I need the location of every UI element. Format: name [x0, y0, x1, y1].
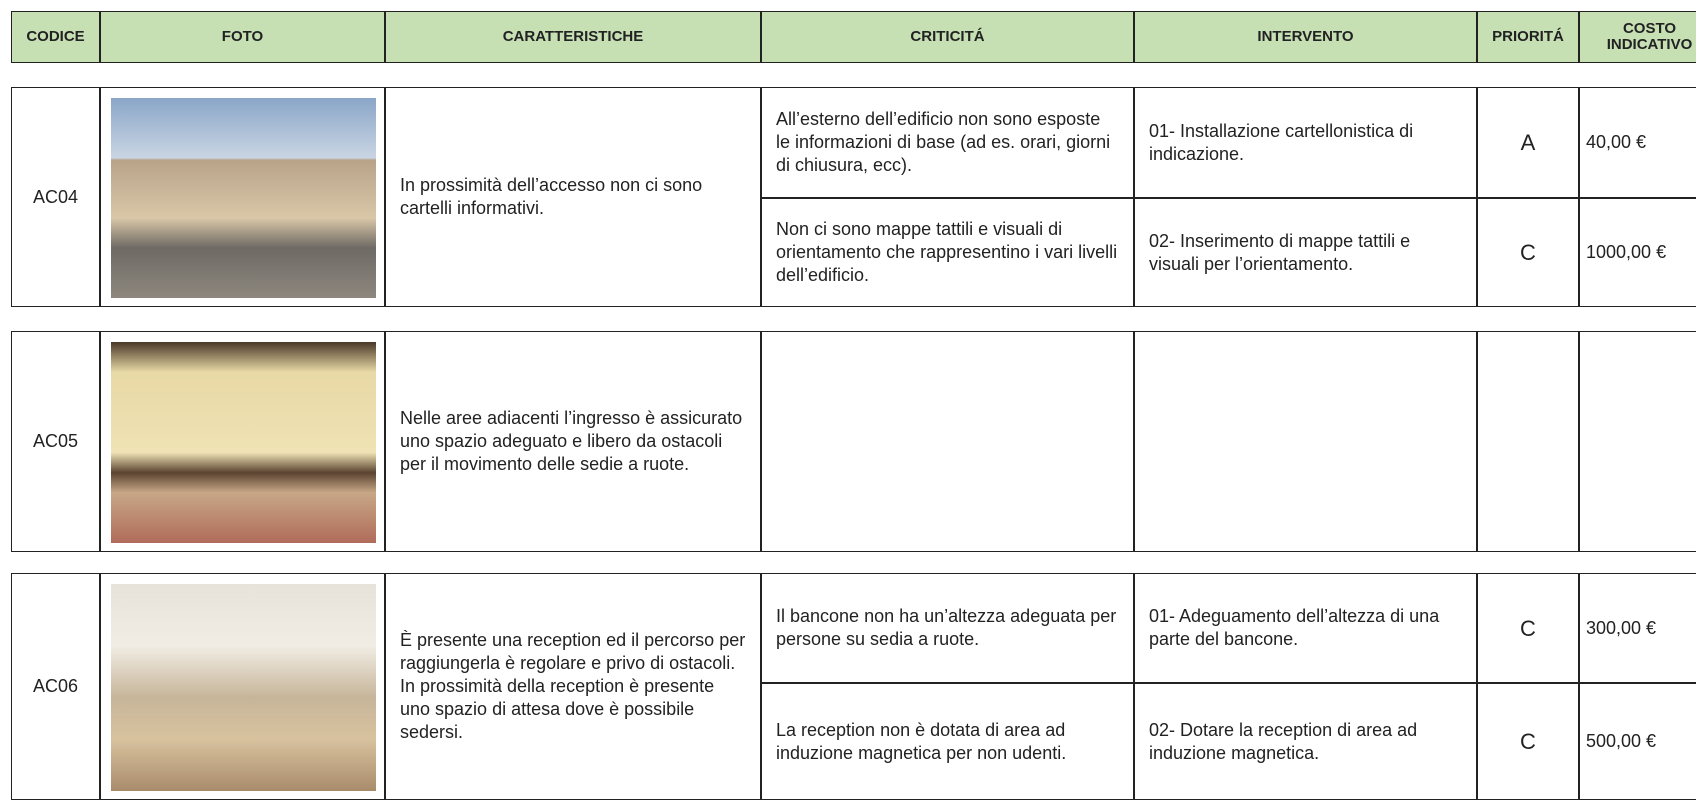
photo-cell [100, 331, 385, 552]
cell-text: 01- Installazione cartellonistica di ind… [1149, 120, 1414, 164]
criticita: Il bancone non ha un’altezza adeguata pe… [761, 573, 1134, 683]
cell-text: La reception non è dotata di area ad ind… [776, 719, 1067, 763]
criticita: La reception non è dotata di area ad ind… [761, 683, 1134, 800]
header-intervento: INTERVENTO [1134, 11, 1477, 63]
priorita: C [1477, 198, 1579, 307]
photo [111, 342, 376, 543]
characteristics: In prossimità dell’accesso non ci sono c… [385, 87, 761, 307]
priorita: C [1477, 573, 1579, 683]
cell-text: PRIORITÁ [1492, 28, 1564, 45]
cell-text: Non ci sono mappe tattili e visuali di o… [776, 219, 1118, 285]
cell-text: AC04 [32, 186, 79, 207]
cell-text: All’esterno dell’edificio non sono espos… [776, 109, 1111, 175]
cell-text: AC05 [32, 431, 79, 451]
cell-text: C [1520, 240, 1536, 265]
cell-text: INTERVENTO [1257, 28, 1354, 45]
photo-cell [100, 573, 385, 800]
priorita: A [1477, 87, 1579, 198]
empty-cell [1579, 331, 1696, 552]
cell-text: C [1520, 729, 1536, 754]
empty-cell [1134, 331, 1477, 552]
cell-text: Il bancone non ha un’altezza adeguata pe… [776, 606, 1117, 649]
intervento: 01- Installazione cartellonistica di ind… [1134, 87, 1477, 198]
code: AC06 [11, 573, 100, 800]
criticita: Non ci sono mappe tattili e visuali di o… [761, 198, 1134, 307]
intervento: 01- Adeguamento dell’altezza di una part… [1134, 573, 1477, 683]
cell-text: COSTO INDICATIVO [1606, 20, 1693, 53]
cell-text: 02- Inserimento di mappe tattili e visua… [1149, 230, 1411, 274]
priorita: C [1477, 683, 1579, 800]
cell-text: CARATTERISTICHE [502, 28, 644, 45]
cell-text: A [1520, 130, 1536, 155]
costo: 500,00 € [1579, 683, 1696, 800]
costo: 300,00 € [1579, 573, 1696, 683]
cell-text: Nelle aree adiacenti l’ingresso è assicu… [400, 408, 743, 474]
header-costo: COSTO INDICATIVO [1579, 11, 1696, 63]
cell-text: CRITICITÁ [910, 28, 985, 45]
cell-text: In prossimità dell’accesso non ci sono c… [400, 175, 703, 218]
cell-text: 40,00 € [1586, 132, 1647, 152]
empty-cell [761, 331, 1134, 552]
costo: 40,00 € [1579, 87, 1696, 198]
code: AC05 [11, 331, 100, 552]
header-criticita: CRITICITÁ [761, 11, 1134, 63]
cell-text: FOTO [221, 28, 264, 45]
photo-cell [100, 87, 385, 307]
cell-text: CODICE [26, 28, 85, 45]
photo [111, 584, 376, 791]
characteristics: Nelle aree adiacenti l’ingresso è assicu… [385, 331, 761, 552]
characteristics: È presente una reception ed il percorso … [385, 573, 761, 800]
header-priorita: PRIORITÁ [1477, 11, 1579, 63]
intervento: 02- Inserimento di mappe tattili e visua… [1134, 198, 1477, 307]
cell-text: C [1520, 615, 1536, 641]
cell-text: AC06 [32, 676, 79, 696]
cell-text: 02- Dotare la reception di area ad induz… [1149, 719, 1418, 763]
cell-text: È presente una reception ed il percorso … [400, 630, 746, 742]
costo: 1000,00 € [1579, 198, 1696, 307]
intervento: 02- Dotare la reception di area ad induz… [1134, 683, 1477, 800]
cell-text: 01- Adeguamento dell’altezza di una part… [1149, 606, 1440, 649]
header-foto: FOTO [100, 11, 385, 63]
empty-cell [1477, 331, 1579, 552]
header-codice: CODICE [11, 11, 100, 63]
criticita: All’esterno dell’edificio non sono espos… [761, 87, 1134, 198]
code: AC04 [11, 87, 100, 307]
photo [111, 98, 376, 298]
cell-text: 1000,00 € [1586, 242, 1667, 262]
header-caratteristiche: CARATTERISTICHE [385, 11, 761, 63]
cell-text: 500,00 € [1586, 731, 1657, 751]
cell-text: 300,00 € [1586, 617, 1657, 638]
